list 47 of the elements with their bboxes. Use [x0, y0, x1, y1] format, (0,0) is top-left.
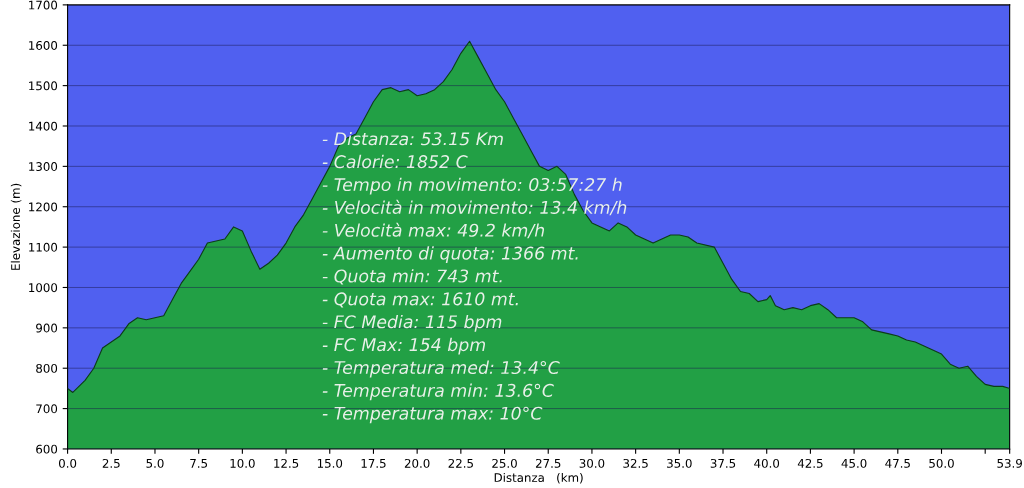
x-tick-label: 22.5 [448, 458, 473, 468]
y-tick-label: 1000 [29, 283, 58, 293]
x-tick-label: 40.0 [754, 458, 780, 468]
x-tick-label: 32.5 [623, 458, 648, 468]
annotation: - Temperatura med: 13.4°C [322, 360, 560, 378]
y-tick-label: 1500 [29, 81, 58, 91]
annotation: - Quota max: 1610 mt. [322, 292, 518, 308]
x-tick-label: 2.5 [102, 458, 120, 468]
x-tick-label: 45.0 [841, 458, 867, 468]
annotation: - FC Media: 115 bpm [322, 314, 502, 332]
annotation: - Velocità in movimento: 13.4 km/h [322, 199, 627, 216]
x-tick-label: 20.0 [404, 458, 430, 468]
y-axis-title: Elevazione (m) [10, 183, 22, 270]
x-tick-label: 42.5 [797, 458, 823, 468]
annotation: - Quota min: 743 mt. [322, 269, 502, 285]
x-tick-label: 17.5 [361, 459, 386, 468]
x-tick-label: 5.0 [146, 458, 164, 468]
y-tick-label: 600 [36, 444, 58, 454]
annotation: - Temperatura max: 10°C [322, 406, 543, 424]
y-tick-label: 1400 [29, 121, 58, 131]
y-tick-label: 900 [36, 323, 58, 333]
x-tick-label: 47.5 [885, 459, 910, 468]
x-tick-label: 50.0 [929, 458, 954, 468]
x-tick-label: 12.5 [274, 458, 299, 468]
annotation: - Calorie: 1852 C [322, 154, 468, 169]
x-axis-title: Distanza (km) [494, 472, 583, 484]
y-tick-label: 800 [36, 363, 58, 373]
x-tick-label: 35.0 [667, 458, 692, 468]
annotation: - Aumento di quota: 1366 mt. [322, 246, 578, 264]
x-tick-label: 30.0 [579, 458, 605, 468]
x-tick-label: 53.9 [997, 458, 1022, 468]
x-tick-label: 37.5 [710, 458, 736, 468]
annotation: - Temperatura min: 13.6°C [322, 383, 554, 401]
y-tick-label: 1300 [29, 162, 58, 172]
y-tick-label: 1200 [29, 202, 58, 212]
y-tick-label: 1700 [29, 0, 58, 10]
x-tick-label: 15.0 [317, 458, 343, 468]
y-tick-label: 1600 [29, 40, 58, 50]
x-tick-label: 7.5 [190, 459, 208, 468]
x-tick-label: 27.5 [535, 458, 561, 468]
annotation: - Velocità max: 49.2 km/h [322, 222, 545, 239]
x-tick-label: 25.0 [492, 458, 517, 468]
y-tick-label: 1100 [29, 242, 58, 252]
annotation: - FC Max: 154 bpm [322, 337, 486, 355]
x-tick-label: 0.0 [58, 458, 77, 468]
x-tick-label: 10.0 [230, 458, 255, 468]
y-tick-label: 700 [36, 404, 58, 414]
